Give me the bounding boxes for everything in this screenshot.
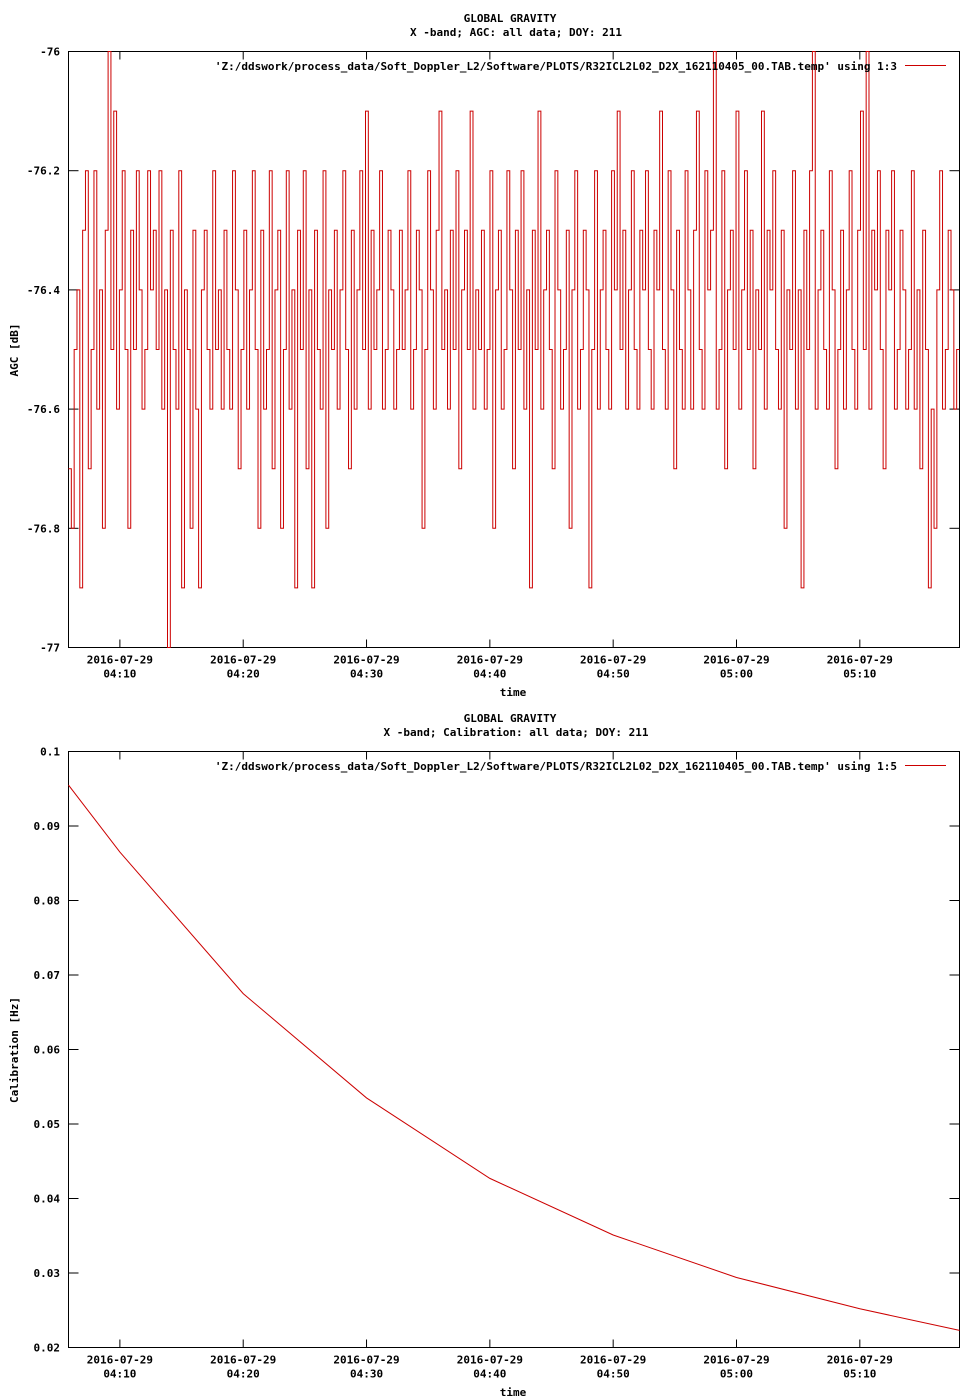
agc-chart: GLOBAL GRAVITY X -band; AGC: all data; D…: [8, 12, 960, 699]
x-tick-date-label: 2016-07-29: [210, 1354, 276, 1367]
y-tick-label: 0.03: [34, 1267, 61, 1280]
y-tick-label: -76.2: [27, 165, 60, 178]
x-tick-date-label: 2016-07-29: [827, 654, 893, 667]
x-tick-time-label: 04:10: [103, 668, 136, 681]
x-tick-date-label: 2016-07-29: [87, 654, 153, 667]
calibration-legend-label: 'Z:/ddswork/process_data/Soft_Doppler_L2…: [215, 760, 897, 773]
calibration-x-axis-label: time: [500, 1386, 527, 1399]
x-tick-time-label: 04:30: [350, 668, 383, 681]
x-tick-time-label: 05:00: [720, 1368, 753, 1381]
calibration-x-ticks: 2016-07-2904:102016-07-2904:202016-07-29…: [87, 751, 893, 1381]
y-tick-label: 0.07: [34, 969, 61, 982]
y-tick-label: -76.4: [27, 284, 60, 297]
y-tick-label: 0.08: [34, 895, 61, 908]
x-tick-date-label: 2016-07-29: [703, 1354, 769, 1367]
x-tick-time-label: 04:30: [350, 1368, 383, 1381]
x-tick-time-label: 05:10: [843, 668, 876, 681]
y-tick-label: 0.05: [34, 1118, 61, 1131]
y-tick-label: -77: [40, 642, 60, 655]
y-tick-label: 0.1: [40, 746, 60, 759]
x-tick-time-label: 04:20: [227, 668, 260, 681]
x-tick-date-label: 2016-07-29: [457, 654, 523, 667]
calibration-chart-subtitle: X -band; Calibration: all data; DOY: 211: [384, 726, 649, 739]
agc-y-axis-label: AGC [dB]: [8, 324, 21, 377]
calibration-y-ticks: 0.02 0.03 0.04 0.05 0.06 0.07 0.08 0.09 0.1: [34, 746, 960, 1355]
x-tick-time-label: 05:00: [720, 668, 753, 681]
x-tick-date-label: 2016-07-29: [457, 1354, 523, 1367]
y-tick-label: -76.8: [27, 522, 60, 535]
calibration-series-line: [68, 784, 960, 1331]
y-tick-label: 0.06: [34, 1044, 61, 1057]
calibration-chart: GLOBAL GRAVITY X -band; Calibration: all…: [8, 712, 960, 1399]
x-tick-date-label: 2016-07-29: [703, 654, 769, 667]
x-tick-date-label: 2016-07-29: [87, 1354, 153, 1367]
x-tick-time-label: 04:20: [227, 1368, 260, 1381]
x-tick-time-label: 05:10: [843, 1368, 876, 1381]
agc-x-axis-label: time: [500, 686, 527, 699]
x-tick-date-label: 2016-07-29: [210, 654, 276, 667]
agc-chart-title: GLOBAL GRAVITY: [464, 12, 557, 25]
x-tick-time-label: 04:10: [103, 1368, 136, 1381]
x-tick-date-label: 2016-07-29: [333, 1354, 399, 1367]
y-tick-label: 0.04: [34, 1193, 61, 1206]
agc-chart-subtitle: X -band; AGC: all data; DOY: 211: [410, 26, 622, 39]
x-tick-time-label: 04:50: [597, 668, 630, 681]
y-tick-label: -76.6: [27, 403, 60, 416]
y-tick-label: 0.02: [34, 1342, 61, 1355]
x-tick-date-label: 2016-07-29: [580, 654, 646, 667]
calibration-chart-title: GLOBAL GRAVITY: [464, 712, 557, 725]
x-tick-time-label: 04:50: [597, 1368, 630, 1381]
y-tick-label: -76: [40, 46, 60, 59]
agc-y-ticks: -77 -76.8 -76.6 -76.4 -76.2 -76: [27, 46, 960, 655]
calibration-y-axis-label: Calibration [Hz]: [8, 997, 21, 1103]
x-tick-date-label: 2016-07-29: [333, 654, 399, 667]
x-tick-time-label: 04:40: [473, 668, 506, 681]
x-tick-time-label: 04:40: [473, 1368, 506, 1381]
x-tick-date-label: 2016-07-29: [827, 1354, 893, 1367]
agc-series-line: [68, 51, 960, 648]
x-tick-date-label: 2016-07-29: [580, 1354, 646, 1367]
agc-legend-label: 'Z:/ddswork/process_data/Soft_Doppler_L2…: [215, 60, 897, 73]
y-tick-label: 0.09: [34, 820, 61, 833]
agc-x-ticks: 2016-07-2904:102016-07-2904:202016-07-29…: [87, 51, 893, 681]
